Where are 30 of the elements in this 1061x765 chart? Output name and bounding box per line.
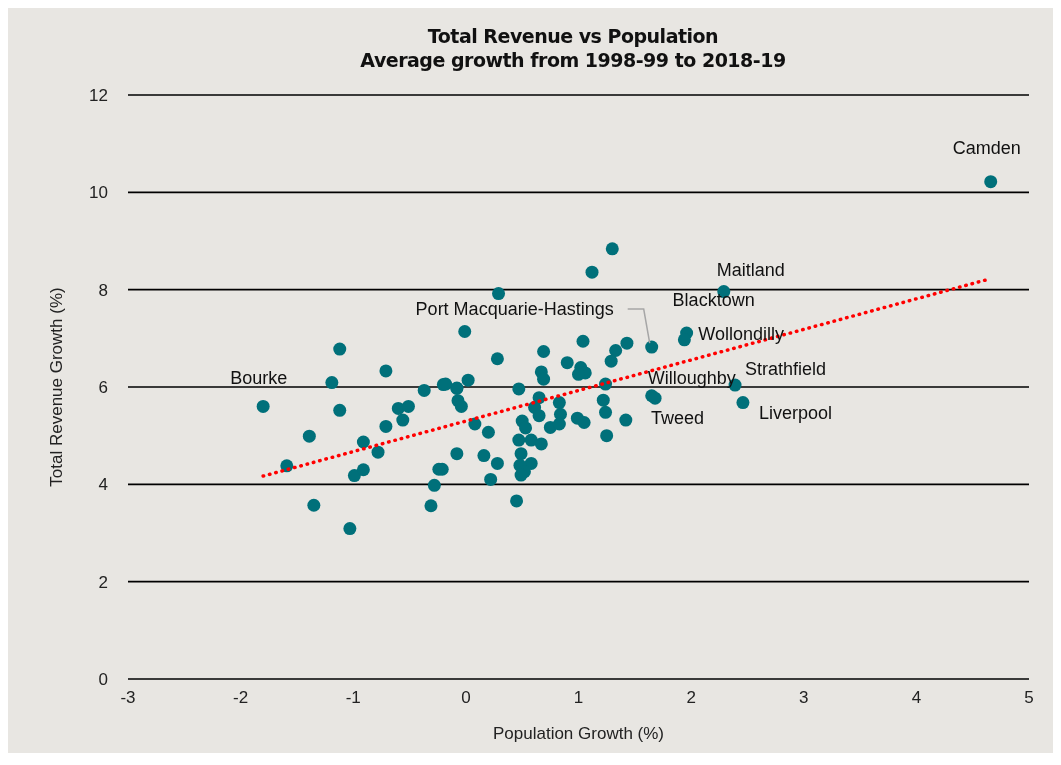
y-tick-label: 10	[89, 183, 108, 203]
annotation: Tweed	[651, 408, 705, 429]
annotation: Maitland	[716, 259, 785, 280]
annotation: Blacktown	[672, 289, 755, 310]
chart-title: Total Revenue vs Population	[426, 24, 720, 48]
y-tick-label: 2	[98, 572, 108, 592]
y-tick-label: 8	[98, 280, 108, 300]
annotation: Port Macquarie-Hastings	[415, 299, 614, 320]
chart-subtitle: Average growth from 1998-99 to 2018-19	[359, 48, 787, 72]
y-tick-label: 12	[89, 86, 108, 106]
x-tick-label: -2	[233, 688, 249, 708]
x-tick-label: 5	[1024, 688, 1034, 708]
x-tick-label: 1	[573, 688, 584, 708]
x-tick-label: 3	[799, 688, 809, 708]
y-tick-label: 0	[98, 670, 108, 690]
annotation: Wollondilly	[698, 323, 785, 344]
x-axis-title: Population Growth (%)	[492, 724, 665, 743]
x-tick-label: 2	[686, 688, 696, 708]
annotation: Camden	[952, 137, 1021, 158]
x-tick-label: 4	[911, 688, 922, 708]
y-tick-label: 6	[98, 378, 108, 398]
x-tick-label: -3	[120, 688, 136, 708]
annotation: Bourke	[230, 368, 288, 389]
x-tick-label: -1	[345, 688, 361, 708]
annotation: Willoughby	[647, 367, 736, 388]
annotation: Strathfield	[745, 359, 827, 380]
y-axis-title: Total Revenue Growth (%)	[47, 287, 67, 487]
annotation: Liverpool	[758, 402, 832, 423]
y-tick-label: 4	[98, 475, 108, 495]
x-tick-label: 0	[461, 688, 471, 708]
